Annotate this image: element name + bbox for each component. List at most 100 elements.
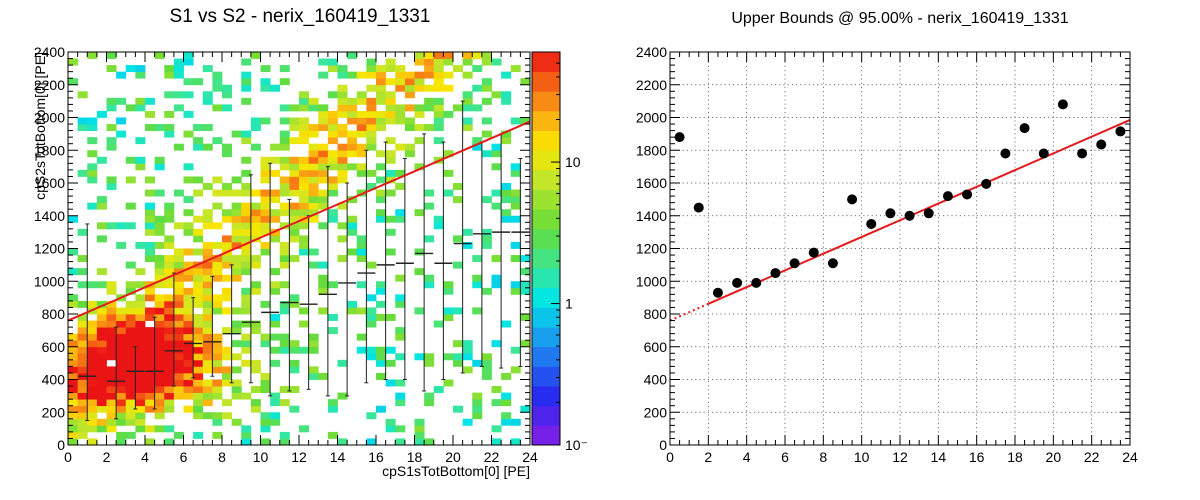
heatmap-cell (154, 52, 165, 59)
heatmap-cell (472, 307, 483, 315)
heatmap-cell (212, 300, 223, 308)
heatmap-cell (347, 130, 358, 138)
scatter-point (712, 287, 723, 298)
heatmap-cell (164, 366, 175, 374)
right-x-axis-tick-label: 0 (666, 449, 674, 465)
heatmap-cell (106, 353, 117, 361)
heatmap-cell (77, 386, 88, 393)
scatter-point (866, 218, 877, 229)
heatmap-cell (183, 52, 194, 59)
heatmap-cell (116, 353, 127, 361)
heatmap-cell (222, 327, 233, 335)
heatmap-cell (289, 117, 300, 125)
heatmap-cell (318, 150, 329, 158)
heatmap-cell (308, 169, 319, 177)
heatmap-cell (260, 372, 271, 380)
heatmap-cell (202, 209, 213, 217)
heatmap-cell (96, 333, 107, 341)
heatmap-cell (193, 137, 204, 145)
heatmap-cell (260, 176, 271, 184)
right-x-axis-tick-label: 12 (892, 449, 908, 465)
heatmap-cell (462, 91, 473, 99)
heatmap-cell (491, 91, 502, 99)
heatmap-cell (145, 340, 156, 348)
heatmap-cell (337, 104, 348, 112)
left-x-axis-tick-label: 18 (407, 449, 423, 465)
heatmap-cell (145, 241, 156, 249)
heatmap-cell (481, 287, 492, 295)
heatmap-cell (116, 431, 127, 439)
heatmap-cell (385, 97, 396, 105)
heatmap-cell (106, 65, 117, 73)
colorbar-segment (532, 405, 560, 426)
heatmap-cell (404, 71, 415, 79)
heatmap-cell (106, 386, 117, 393)
heatmap-cell (337, 438, 348, 446)
scatter-point (1057, 99, 1068, 110)
heatmap-cell (222, 183, 233, 190)
heatmap-cell (376, 346, 387, 354)
heatmap-cell (491, 281, 502, 289)
heatmap-cell (279, 255, 290, 262)
heatmap-cell (145, 386, 156, 393)
heatmap-cell (241, 169, 252, 177)
left-x-axis-tick-label: 22 (484, 449, 500, 465)
colorbar-tick-label: 10⁻ (565, 437, 588, 453)
heatmap-cell (347, 117, 358, 125)
heatmap-cell (385, 215, 396, 223)
right-y-axis-tick-label: 1600 (636, 175, 667, 191)
heatmap-cell (501, 183, 512, 190)
heatmap-cell (250, 143, 261, 151)
heatmap-cell (173, 327, 184, 335)
heatmap-cell (279, 307, 290, 315)
heatmap-cell (289, 386, 300, 393)
heatmap-cell (270, 399, 281, 407)
heatmap-cell (77, 412, 88, 420)
heatmap-cell (96, 386, 107, 393)
left-x-axis-tick-label: 6 (180, 449, 188, 465)
heatmap-cell (116, 117, 127, 125)
heatmap-cell (125, 392, 136, 400)
heatmap-cell (106, 137, 117, 145)
heatmap-cell (376, 117, 387, 125)
heatmap-cell (279, 78, 290, 86)
heatmap-cell (318, 281, 329, 289)
heatmap-cell (145, 222, 156, 230)
heatmap-cell (241, 248, 252, 256)
heatmap-cell (135, 359, 146, 367)
heatmap-cell (183, 222, 194, 230)
heatmap-cell (68, 399, 79, 407)
heatmap-cell (376, 281, 387, 289)
heatmap-cell (491, 438, 502, 446)
heatmap-cell (250, 117, 261, 125)
left-x-axis-tick-label: 0 (64, 449, 72, 465)
heatmap-cell (222, 104, 233, 112)
heatmap-cell (356, 169, 367, 177)
heatmap-cell (376, 215, 387, 223)
heatmap-cell (318, 274, 329, 282)
heatmap-cell (279, 241, 290, 249)
heatmap-cell (202, 314, 213, 321)
heatmap-cell (116, 418, 127, 426)
heatmap-cell (231, 189, 242, 197)
heatmap-cell (135, 392, 146, 400)
heatmap-cell (279, 130, 290, 138)
heatmap-cell (404, 84, 415, 92)
heatmap-cell (501, 91, 512, 99)
heatmap-cell (299, 209, 310, 217)
heatmap-cell (327, 58, 338, 66)
heatmap-cell (106, 372, 117, 380)
heatmap-cell (308, 196, 319, 204)
upper-bound-line (67, 120, 531, 322)
heatmap-cell (299, 176, 310, 184)
heatmap-cell (250, 228, 261, 236)
heatmap-cell (453, 235, 464, 243)
heatmap-cell (173, 340, 184, 348)
heatmap-cell (395, 294, 406, 302)
heatmap-cell (135, 65, 146, 73)
heatmap-cell (96, 268, 107, 276)
colorbar-tick-label: 1 (565, 296, 573, 312)
heatmap-cell (87, 300, 98, 308)
heatmap-cell (164, 392, 175, 400)
heatmap-cell (87, 425, 98, 433)
